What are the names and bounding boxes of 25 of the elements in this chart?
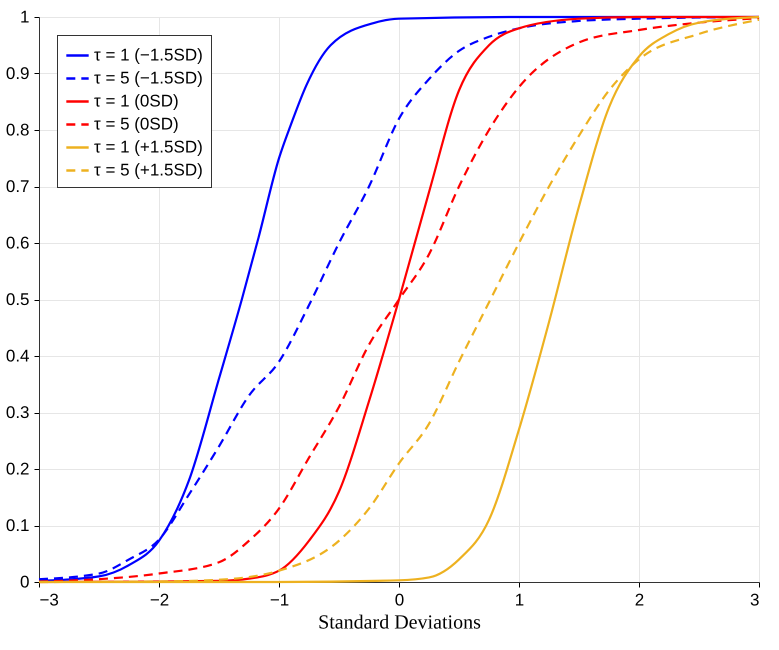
y-tick-label: 0.5 [6,290,30,309]
y-tick-label: 0 [20,572,30,592]
y-tick-label: 0.9 [6,64,30,83]
legend-label: τ = 5 (0SD) [94,114,179,134]
y-tick-label: 0.4 [6,346,30,366]
legend-label: τ = 5 (−1.5SD) [94,68,203,88]
legend-label: τ = 1 (0SD) [94,92,179,110]
y-tick-label: 0.8 [6,120,30,140]
y-tick-label: 0.1 [6,516,30,535]
y-tick-label: 0.6 [6,234,30,252]
y-tick-label: 0.2 [6,460,30,478]
x-tick-label: −2 [150,590,170,610]
y-tick-label: 0.7 [6,177,30,196]
x-tick-label: 3 [750,590,760,610]
x-tick-label: 1 [514,590,524,610]
y-tick-label: 1 [20,8,30,26]
legend-label: τ = 5 (+1.5SD) [94,160,203,180]
x-tick-label: 0 [394,590,404,610]
x-tick-label: −3 [40,590,59,610]
x-axis-title: Standard Deviations [318,612,482,634]
y-tick-label: 0.3 [6,403,30,422]
x-tick-label: 2 [634,590,644,610]
x-tick-label: −1 [270,590,290,610]
legend-label: τ = 1 (−1.5SD) [94,46,203,64]
legend-label: τ = 1 (+1.5SD) [94,138,203,156]
